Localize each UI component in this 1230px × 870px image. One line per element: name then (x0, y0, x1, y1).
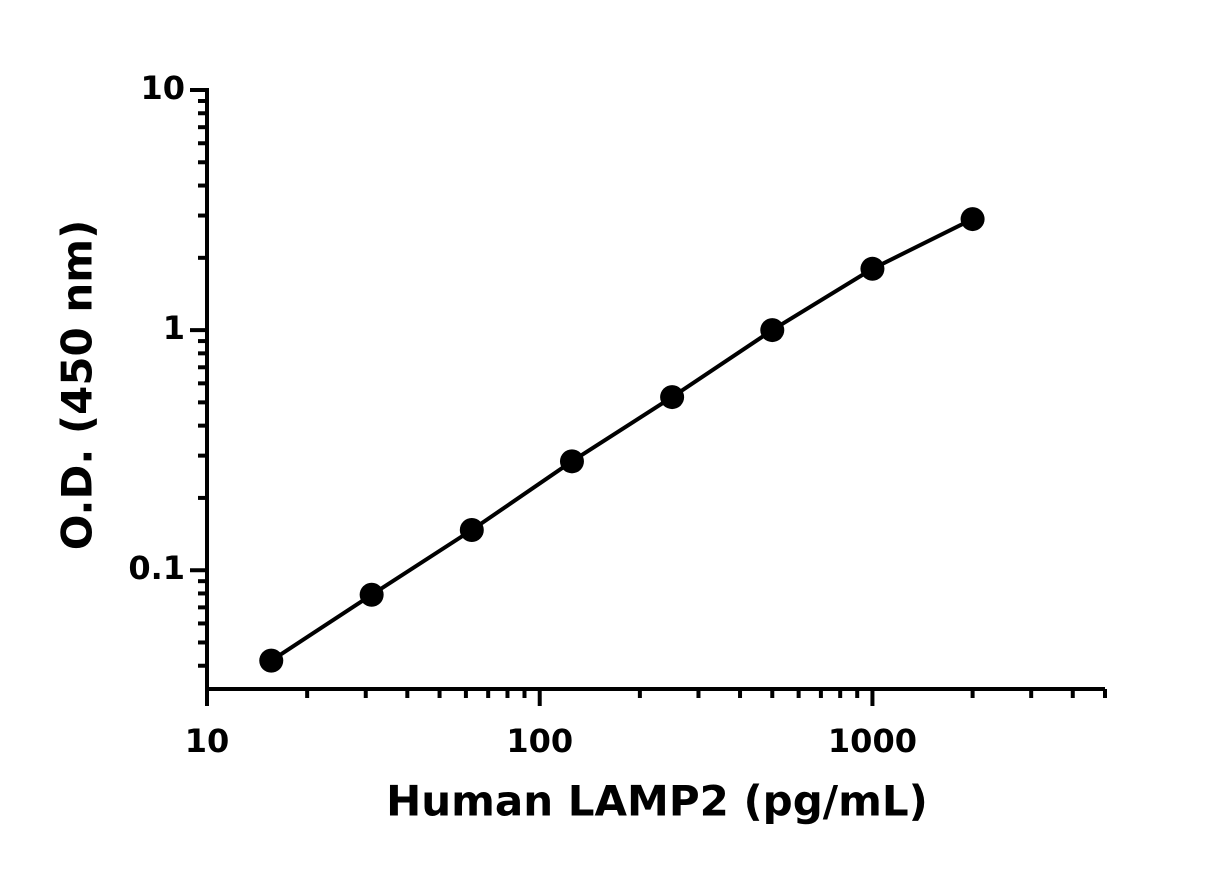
y-axis-title: O.D. (450 nm) (53, 220, 102, 551)
data-point (559, 449, 584, 474)
data-point (960, 207, 985, 232)
x-tick-label: 10 (185, 722, 230, 760)
x-axis-title: Human LAMP2 (pg/mL) (386, 777, 928, 826)
data-point (459, 518, 484, 543)
data-point (259, 648, 284, 673)
series-line (270, 217, 974, 663)
data-point (760, 318, 785, 343)
data-point (660, 385, 685, 410)
data-point (860, 256, 885, 281)
data-point (359, 582, 384, 607)
y-tick-label: 1 (163, 309, 185, 347)
x-tick-label: 1000 (828, 722, 917, 760)
y-tick-label: 10 (140, 69, 185, 107)
y-tick-label: 0.1 (128, 549, 185, 587)
x-tick-label: 100 (506, 722, 573, 760)
